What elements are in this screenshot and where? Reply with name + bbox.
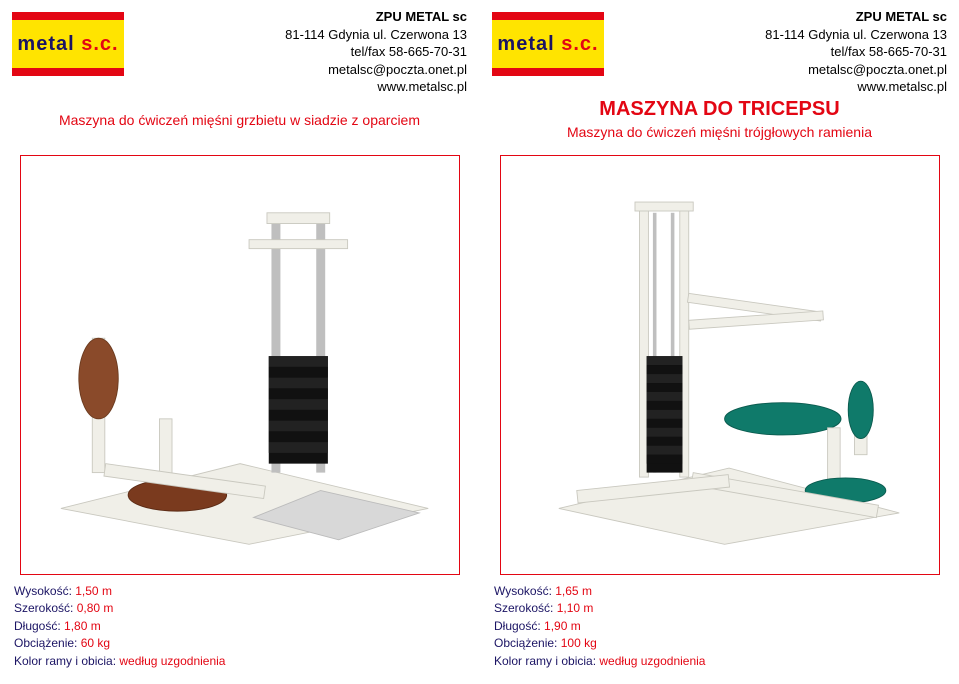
specs-right: Wysokość: 1,65 m Szerokość: 1,10 m Długo…: [494, 583, 705, 670]
logo-word-sc: s.c.: [555, 33, 599, 55]
right-subtitle: Maszyna do ćwiczeń mięśni trójgłowych ra…: [480, 124, 959, 140]
flag-stripe-mid: metal s.c.: [12, 20, 124, 68]
spec-label: Wysokość:: [494, 584, 552, 598]
spec-row: Kolor ramy i obicia: według uzgodnienia: [14, 653, 225, 670]
flag-stripe-bot: [492, 68, 604, 76]
spec-row: Obciążenie: 100 kg: [494, 635, 705, 652]
specs-left: Wysokość: 1,50 m Szerokość: 0,80 m Długo…: [14, 583, 225, 670]
logo-block: metal s.c.: [488, 12, 608, 76]
spec-value: 60 kg: [81, 636, 110, 650]
spec-row: Kolor ramy i obicia: według uzgodnienia: [494, 653, 705, 670]
panel-right: metal s.c. ZPU METAL sc 81-114 Gdynia ul…: [480, 0, 959, 684]
machine-illustration-right: [523, 177, 917, 553]
spec-value: 1,65 m: [555, 584, 592, 598]
spec-row: Długość: 1,80 m: [14, 618, 225, 635]
spec-value: 1,80 m: [64, 619, 101, 633]
spec-row: Wysokość: 1,65 m: [494, 583, 705, 600]
machine-illustration-left: [43, 177, 437, 553]
company-block-right: ZPU METAL sc 81-114 Gdynia ul. Czerwona …: [765, 8, 947, 96]
logo-word-metal: metal: [17, 33, 74, 55]
company-phone: tel/fax 58-665-70-31: [285, 43, 467, 61]
flag-stripe-top: [492, 12, 604, 20]
spec-value: 1,10 m: [557, 601, 594, 615]
company-email: metalsc@poczta.onet.pl: [765, 61, 947, 79]
company-email: metalsc@poczta.onet.pl: [285, 61, 467, 79]
left-subtitle: Maszyna do ćwiczeń mięśni grzbietu w sia…: [0, 112, 479, 128]
spec-label: Szerokość:: [14, 601, 73, 615]
company-address: 81-114 Gdynia ul. Czerwona 13: [765, 26, 947, 44]
weight-stack: [269, 356, 328, 464]
spec-row: Długość: 1,90 m: [494, 618, 705, 635]
spec-value: 1,50 m: [75, 584, 112, 598]
spec-value: 100 kg: [561, 636, 597, 650]
logo-block: metal s.c.: [8, 12, 128, 76]
company-name: ZPU METAL sc: [285, 8, 467, 26]
spec-row: Obciążenie: 60 kg: [14, 635, 225, 652]
flag-stripe-top: [12, 12, 124, 20]
spec-label: Długość:: [14, 619, 61, 633]
logo-text: metal s.c.: [17, 33, 118, 56]
flag-stripe-bot: [12, 68, 124, 76]
spec-value: według uzgodnienia: [119, 654, 225, 668]
weight-stack: [647, 356, 683, 472]
spec-label: Szerokość:: [494, 601, 553, 615]
spec-value: 0,80 m: [77, 601, 114, 615]
company-web: www.metalsc.pl: [285, 78, 467, 96]
right-title: MASZYNA DO TRICEPSU: [480, 98, 959, 121]
spec-label: Kolor ramy i obicia:: [14, 654, 116, 668]
logo-word-metal: metal: [497, 33, 554, 55]
logo-text: metal s.c.: [497, 33, 598, 56]
company-name: ZPU METAL sc: [765, 8, 947, 26]
spec-row: Szerokość: 1,10 m: [494, 600, 705, 617]
spec-value: według uzgodnienia: [599, 654, 705, 668]
image-frame-left: [20, 155, 460, 575]
flag-stripe-mid: metal s.c.: [492, 20, 604, 68]
image-frame-right: [500, 155, 940, 575]
logo-word-sc: s.c.: [75, 33, 119, 55]
company-address: 81-114 Gdynia ul. Czerwona 13: [285, 26, 467, 44]
spec-label: Kolor ramy i obicia:: [494, 654, 596, 668]
spec-row: Wysokość: 1,50 m: [14, 583, 225, 600]
company-block-left: ZPU METAL sc 81-114 Gdynia ul. Czerwona …: [285, 8, 467, 96]
spec-row: Szerokość: 0,80 m: [14, 600, 225, 617]
panel-left: metal s.c. ZPU METAL sc 81-114 Gdynia ul…: [0, 0, 479, 684]
spec-label: Obciążenie:: [14, 636, 77, 650]
company-web: www.metalsc.pl: [765, 78, 947, 96]
spec-label: Długość:: [494, 619, 541, 633]
company-phone: tel/fax 58-665-70-31: [765, 43, 947, 61]
spec-value: 1,90 m: [544, 619, 581, 633]
spec-label: Wysokość:: [14, 584, 72, 598]
spec-label: Obciążenie:: [494, 636, 557, 650]
